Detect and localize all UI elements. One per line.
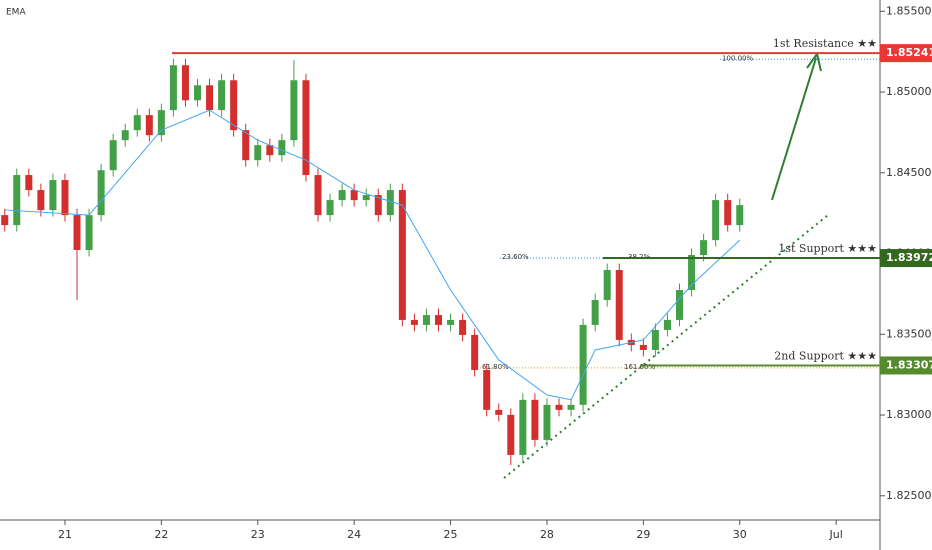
candle-body: [386, 190, 394, 216]
candle-body: [109, 140, 117, 171]
candle-body: [435, 315, 443, 325]
candle-body: [736, 205, 744, 226]
candle-body: [97, 170, 105, 216]
candle-body: [37, 190, 45, 211]
candle-body: [49, 180, 57, 211]
price-tag-label: 1.83307: [886, 358, 932, 371]
candle-body: [422, 315, 430, 325]
candle-body: [495, 409, 503, 415]
candle-body: [85, 215, 93, 250]
candle-body: [362, 195, 370, 201]
candle-body: [459, 319, 467, 335]
fib-label: 61.80%: [482, 363, 509, 371]
candle-body: [181, 65, 189, 101]
candle-body: [675, 290, 683, 320]
candle-body: [73, 215, 81, 250]
fib-label: 161.80%: [624, 363, 655, 371]
ema-line: [4, 109, 741, 401]
candle-body: [266, 145, 274, 156]
candle-body: [531, 399, 539, 440]
candle-body: [410, 319, 418, 325]
x-tick-label: Jul: [828, 528, 842, 541]
price-tag-label: 1.83972: [886, 251, 932, 264]
candle-body: [13, 175, 21, 226]
candle-body: [663, 319, 671, 330]
candle-body: [519, 399, 527, 455]
candle-body: [447, 319, 455, 325]
candle-body: [615, 270, 623, 340]
indicator-label: EMA: [6, 8, 26, 18]
candle-body: [579, 324, 587, 405]
candle-body: [145, 115, 153, 136]
candle-body: [218, 80, 226, 111]
candle-body: [169, 65, 177, 111]
candle-body: [724, 200, 732, 226]
candle-body: [1, 215, 9, 226]
candle-body: [567, 404, 575, 410]
candle-body: [471, 334, 479, 370]
level-label: 1st Resistance ★★: [773, 37, 877, 50]
candle-body: [700, 240, 708, 255]
x-tick-label: 24: [347, 528, 361, 541]
candle-body: [712, 200, 720, 241]
x-tick-label: 22: [154, 528, 168, 541]
candle-body: [639, 344, 647, 350]
level-label: 2nd Support ★★★: [774, 349, 877, 362]
x-tick-label: 28: [540, 528, 554, 541]
candle-body: [254, 145, 262, 161]
candle-body: [242, 130, 250, 161]
candle-body: [507, 414, 515, 455]
price-tag: [880, 249, 932, 268]
candle-body: [121, 130, 129, 141]
candle-body: [278, 140, 286, 156]
y-tick-label: 1.85000: [886, 85, 932, 98]
candle-body: [290, 80, 298, 141]
x-tick-label: 29: [636, 528, 650, 541]
level-label: 1st Support ★★★: [778, 242, 877, 255]
candle-body: [688, 254, 696, 291]
candle-body: [61, 180, 69, 216]
candle-body: [651, 329, 659, 350]
price-tag: [880, 356, 932, 375]
fib-label: 23.60%: [502, 253, 529, 261]
candle-body: [314, 175, 322, 216]
y-tick-label: 1.83000: [886, 408, 932, 421]
candle-body: [374, 195, 382, 216]
candle-body: [230, 80, 238, 131]
candle-body: [350, 190, 358, 201]
y-tick-label: 1.85500: [886, 4, 932, 17]
x-tick-label: 23: [251, 528, 265, 541]
y-tick-label: 1.82500: [886, 489, 932, 502]
arrow-shaft: [771, 57, 817, 201]
candle-body: [133, 115, 141, 131]
candle-body: [543, 404, 551, 440]
x-tick-label: 30: [733, 528, 747, 541]
price-tag: [880, 44, 932, 63]
candle-body: [483, 369, 491, 410]
candle-body: [157, 110, 165, 136]
price-tag-label: 1.85241: [886, 46, 932, 59]
candle-body: [591, 300, 599, 325]
candle-body: [302, 80, 310, 176]
candle-body: [555, 404, 563, 410]
y-tick-label: 1.84500: [886, 166, 932, 179]
candle-body: [603, 270, 611, 301]
fib-label: 100.00%: [722, 54, 753, 62]
candle-body: [326, 200, 334, 216]
candle-body: [194, 85, 202, 101]
candle-body: [25, 175, 33, 191]
candle-body: [398, 190, 406, 320]
y-tick-label: 1.83500: [886, 327, 932, 340]
x-tick-label: 21: [58, 528, 72, 541]
x-tick-label: 25: [444, 528, 458, 541]
candle-body: [338, 190, 346, 201]
candle-body: [206, 85, 214, 111]
